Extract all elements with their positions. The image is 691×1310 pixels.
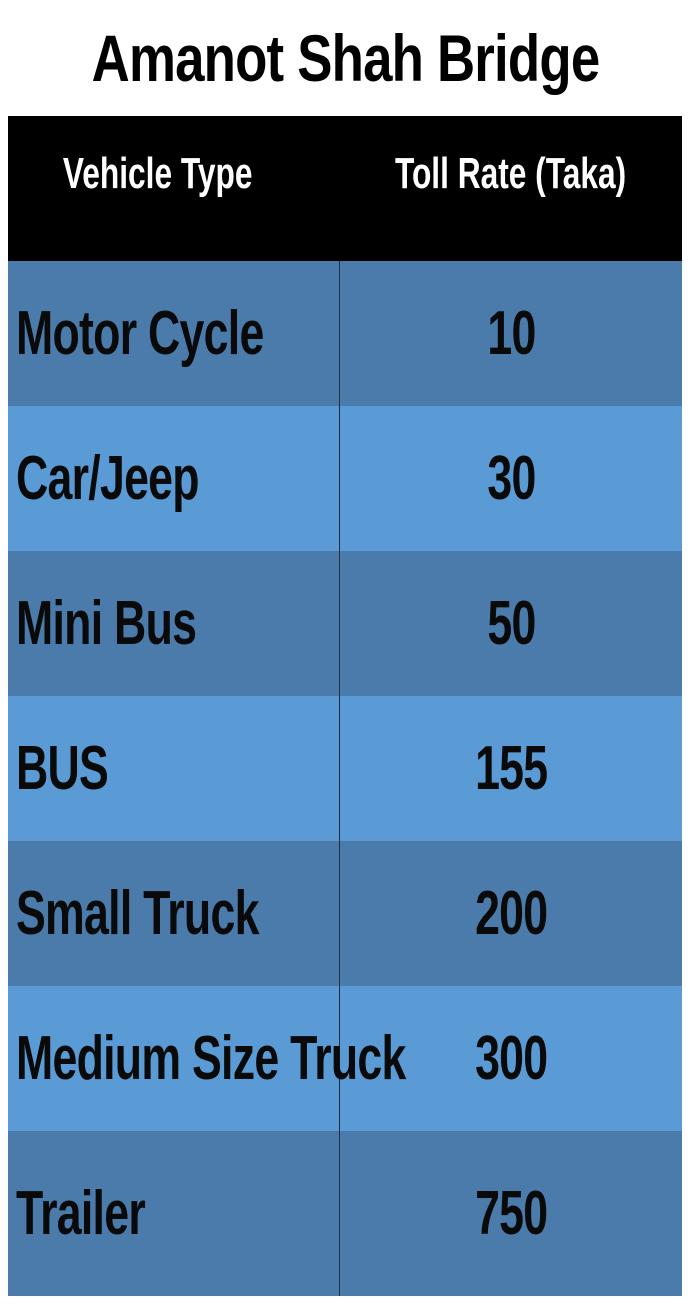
- vehicle-type-cell: Small Truck: [8, 841, 340, 986]
- toll-rate-cell: 200: [340, 841, 682, 986]
- table-row: Mini Bus 50: [8, 551, 682, 696]
- toll-rate-cell: 155: [340, 696, 682, 841]
- table-row: Motor Cycle 10: [8, 261, 682, 406]
- page-title: Amanot Shah Bridge: [91, 21, 601, 95]
- vehicle-type-cell: Motor Cycle: [8, 261, 340, 406]
- toll-rate-text: 300: [474, 1024, 548, 1093]
- vehicle-type-text: Small Truck: [16, 879, 259, 948]
- table-row: Trailer 750: [8, 1131, 682, 1296]
- toll-rate-text: 155: [474, 734, 548, 803]
- toll-rate-cell: 750: [340, 1131, 682, 1296]
- table-row: Small Truck 200: [8, 841, 682, 986]
- toll-rate-text: 10: [486, 299, 536, 368]
- toll-rate-cell: 30: [340, 406, 682, 551]
- vehicle-type-text: Medium Size Truck: [16, 1024, 406, 1093]
- toll-rate-cell: 300: [340, 986, 682, 1131]
- toll-rate-cell: 50: [340, 551, 682, 696]
- toll-rate-table: Vehicle Type Toll Rate (Taka) Motor Cycl…: [8, 116, 682, 1296]
- vehicle-type-cell: Trailer: [8, 1131, 340, 1296]
- vehicle-type-text: Trailer: [16, 1179, 146, 1248]
- table-row: Car/Jeep 30: [8, 406, 682, 551]
- table-header-row: Vehicle Type Toll Rate (Taka): [8, 116, 682, 261]
- vehicle-type-text: BUS: [16, 734, 109, 803]
- toll-rate-text: 30: [486, 444, 536, 513]
- table-row: BUS 155: [8, 696, 682, 841]
- toll-rate-text: 50: [486, 589, 536, 658]
- vehicle-type-cell: Mini Bus: [8, 551, 340, 696]
- header-vehicle-type-label: Vehicle Type: [63, 148, 253, 198]
- table-row: Medium Size Truck 300: [8, 986, 682, 1131]
- toll-rate-text: 750: [474, 1179, 548, 1248]
- toll-rate-text: 200: [474, 879, 548, 948]
- toll-rate-cell: 10: [340, 261, 682, 406]
- header-toll-rate-label: Toll Rate (Taka): [395, 148, 627, 198]
- vehicle-type-text: Car/Jeep: [16, 444, 200, 513]
- header-toll-rate: Toll Rate (Taka): [340, 116, 682, 231]
- header-vehicle-type: Vehicle Type: [8, 116, 308, 231]
- vehicle-type-text: Motor Cycle: [16, 299, 264, 368]
- vehicle-type-cell: Car/Jeep: [8, 406, 340, 551]
- vehicle-type-cell: Medium Size Truck: [8, 986, 406, 1131]
- vehicle-type-cell: BUS: [8, 696, 340, 841]
- vehicle-type-text: Mini Bus: [16, 589, 197, 658]
